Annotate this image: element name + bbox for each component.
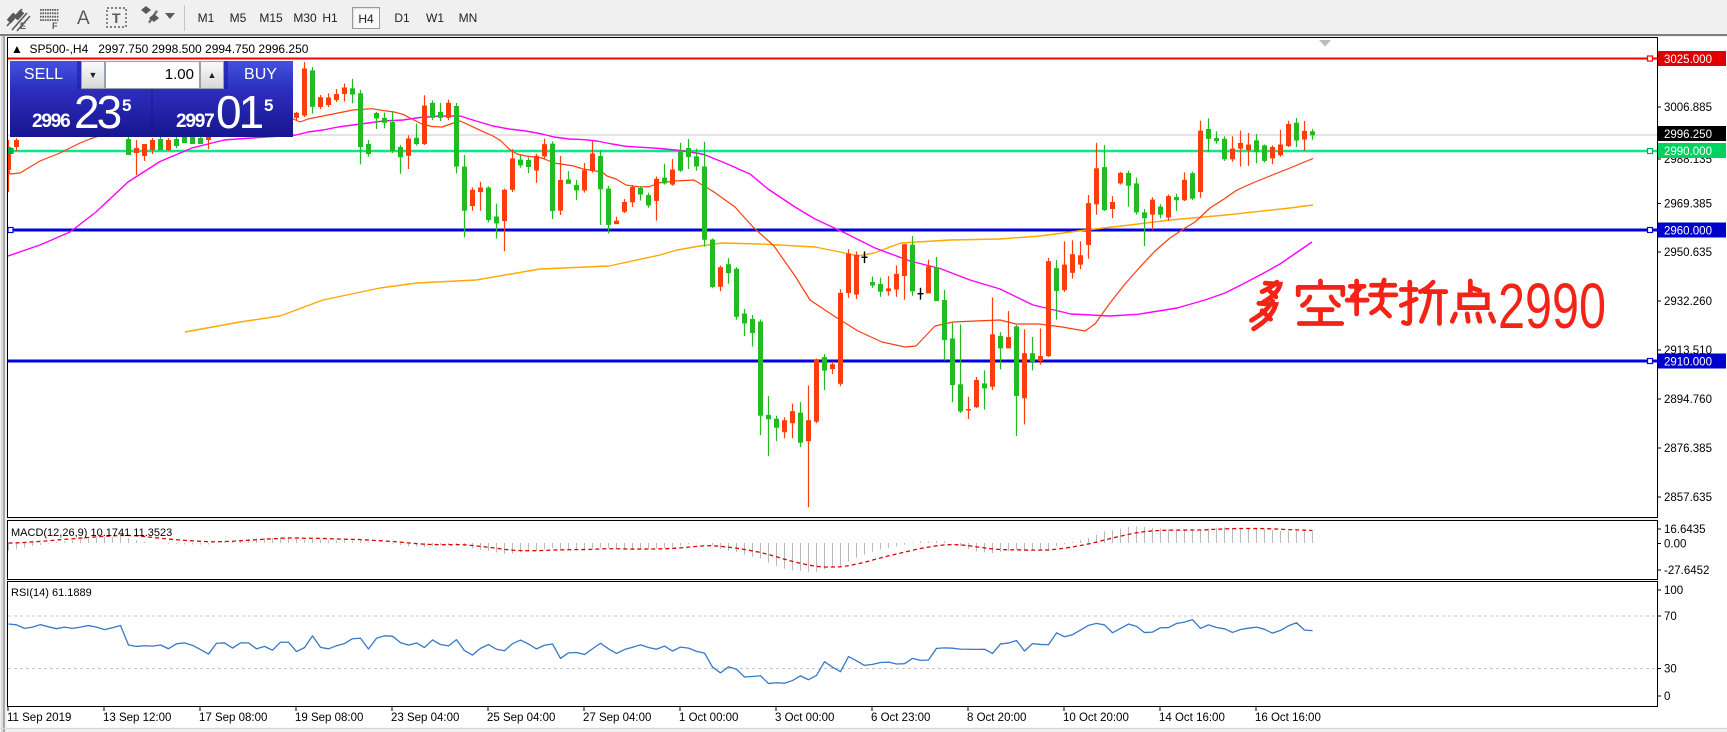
svg-text:2969.385: 2969.385 <box>1664 199 1712 211</box>
svg-text:27 Sep 04:00: 27 Sep 04:00 <box>583 712 651 724</box>
svg-text:2894.760: 2894.760 <box>1664 394 1712 406</box>
svg-text:2960.000: 2960.000 <box>1664 226 1712 238</box>
svg-text:70: 70 <box>1664 611 1677 623</box>
svg-text:30: 30 <box>1664 664 1677 676</box>
svg-text:25 Sep 04:00: 25 Sep 04:00 <box>487 712 555 724</box>
svg-text:14 Oct 16:00: 14 Oct 16:00 <box>1159 712 1225 724</box>
svg-text:RSI(14) 61.1889: RSI(14) 61.1889 <box>11 587 92 599</box>
svg-text:1 Oct 00:00: 1 Oct 00:00 <box>679 712 738 724</box>
svg-text:MACD(12,26,9) 10.1741 11.3523: MACD(12,26,9) 10.1741 11.3523 <box>11 527 172 539</box>
svg-text:A: A <box>77 8 90 29</box>
svg-text:0.00: 0.00 <box>1664 539 1686 551</box>
svg-text:3 Oct 00:00: 3 Oct 00:00 <box>775 712 834 724</box>
svg-text:0: 0 <box>1664 691 1670 703</box>
svg-text:T: T <box>112 10 121 26</box>
svg-text:100: 100 <box>1664 585 1683 597</box>
svg-text:16 Oct 16:00: 16 Oct 16:00 <box>1255 712 1321 724</box>
svg-text:3006.885: 3006.885 <box>1664 102 1712 114</box>
svg-text:2990.000: 2990.000 <box>1664 146 1712 158</box>
svg-text:2910.000: 2910.000 <box>1664 357 1712 369</box>
svg-text:19 Sep 08:00: 19 Sep 08:00 <box>295 712 363 724</box>
svg-text:6 Oct 23:00: 6 Oct 23:00 <box>871 712 930 724</box>
svg-text:2857.635: 2857.635 <box>1664 492 1712 504</box>
svg-text:2876.385: 2876.385 <box>1664 443 1712 455</box>
svg-text:2990: 2990 <box>1498 270 1606 342</box>
svg-text:E: E <box>20 21 26 31</box>
svg-text:8 Oct 20:00: 8 Oct 20:00 <box>967 712 1026 724</box>
svg-text:F: F <box>52 21 58 31</box>
svg-text:2932.260: 2932.260 <box>1664 296 1712 308</box>
svg-text:23 Sep 04:00: 23 Sep 04:00 <box>391 712 459 724</box>
svg-text:16.6435: 16.6435 <box>1664 524 1706 536</box>
svg-text:11 Sep 2019: 11 Sep 2019 <box>7 712 71 724</box>
svg-text:-27.6452: -27.6452 <box>1664 565 1709 577</box>
svg-text:2950.635: 2950.635 <box>1664 247 1712 259</box>
svg-text:13 Sep 12:00: 13 Sep 12:00 <box>103 712 171 724</box>
svg-text:2996.250: 2996.250 <box>1664 129 1712 141</box>
svg-text:3025.000: 3025.000 <box>1664 54 1712 66</box>
svg-text:17 Sep 08:00: 17 Sep 08:00 <box>199 712 267 724</box>
svg-text:10 Oct 20:00: 10 Oct 20:00 <box>1063 712 1129 724</box>
